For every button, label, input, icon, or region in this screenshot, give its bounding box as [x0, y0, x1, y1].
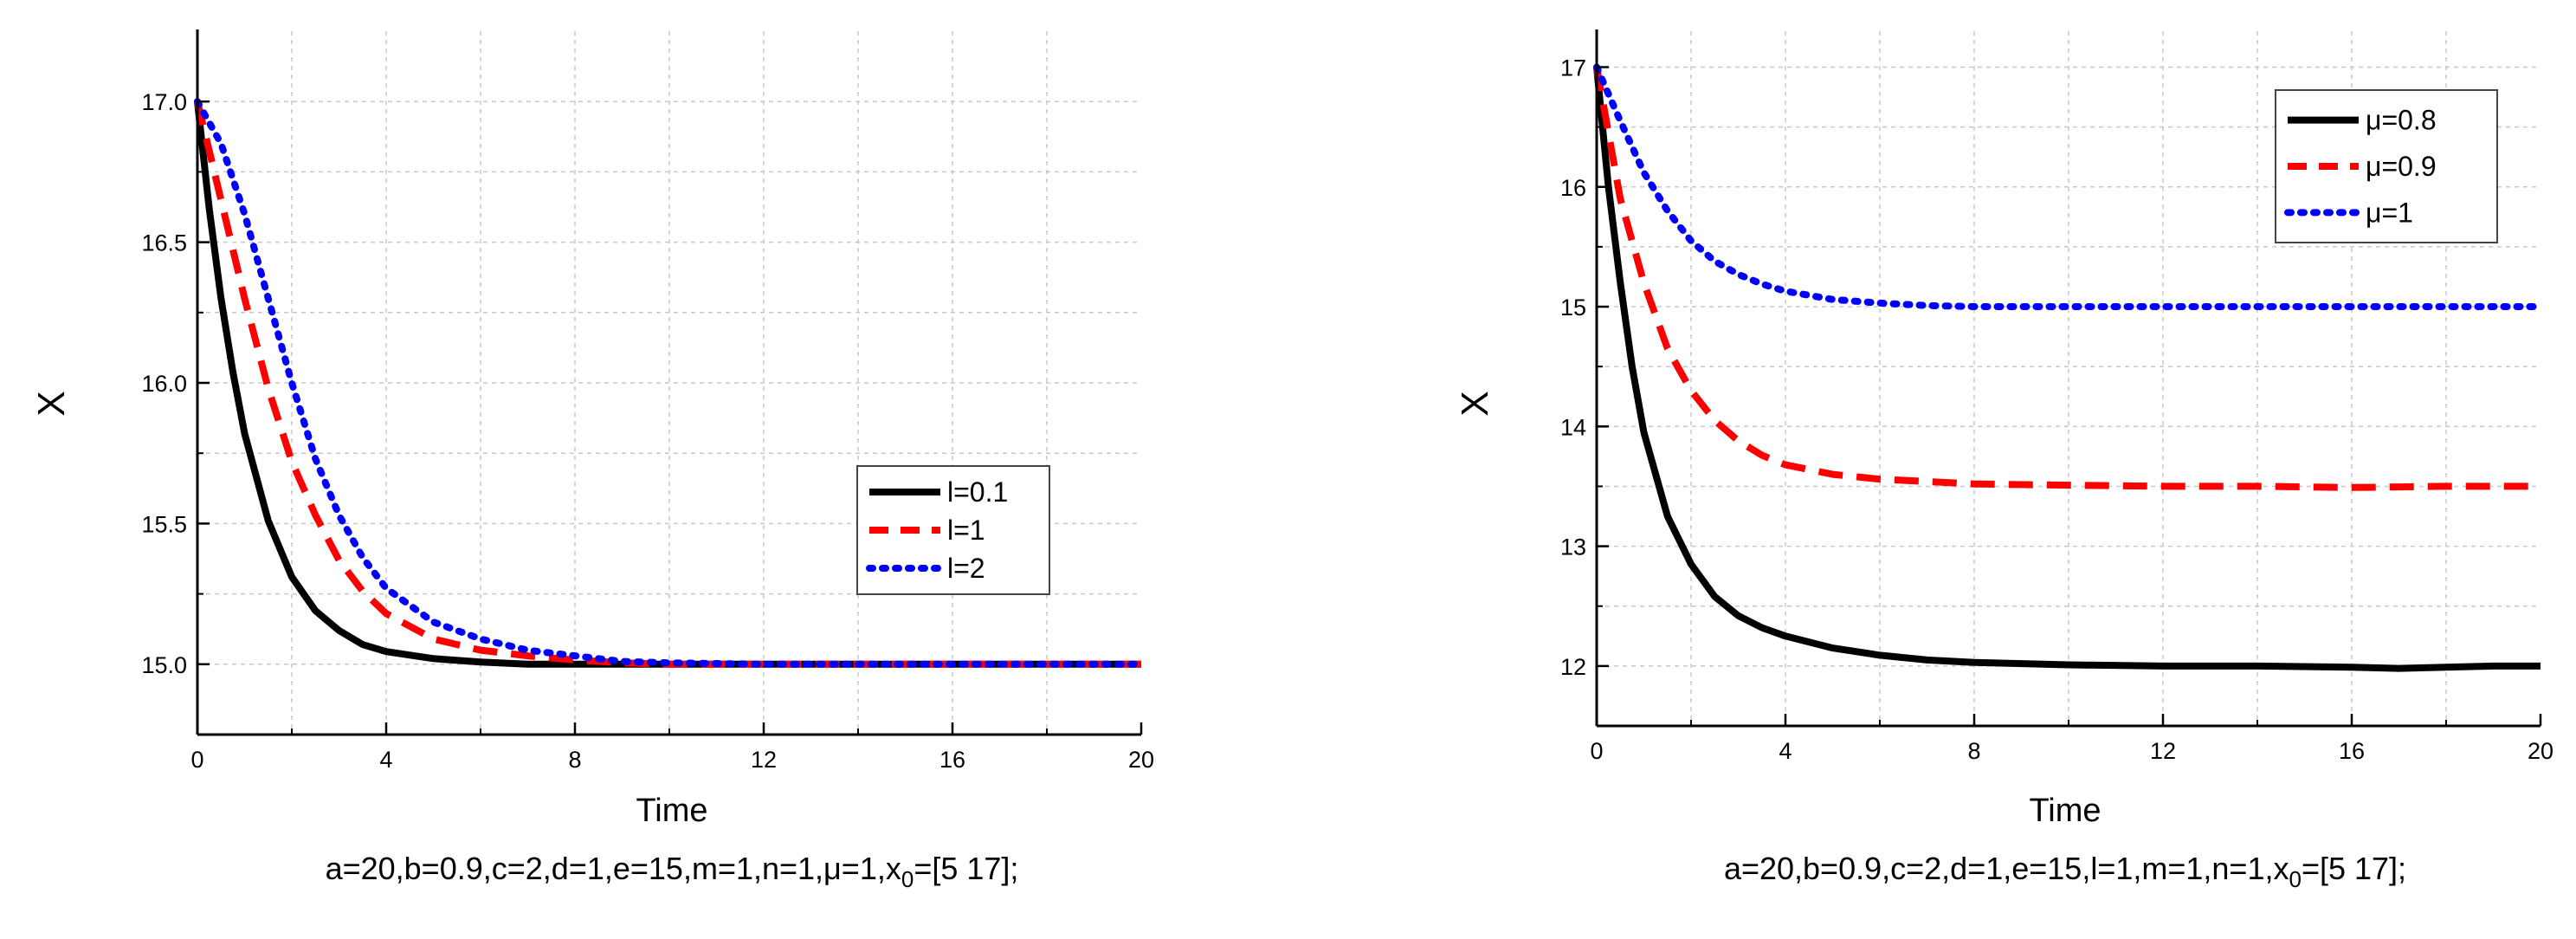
chart-right-x-tick-label: 20 [2528, 738, 2553, 764]
chart-right-y-tick-label: 15 [1560, 295, 1586, 321]
chart-right-x-tick-label: 0 [1590, 738, 1603, 764]
chart-right-caption-subscript: 0 [2289, 866, 2301, 892]
chart-right-series-3-line [1593, 63, 2544, 310]
chart-left-legend-label-2: l=1 [947, 515, 985, 546]
chart-left: 0 4 8 12 16 20 15.0 15.5 16.0 16.5 17.0 Time X a=2… [30, 29, 1154, 892]
chart-right-caption: a=20,b=0.9,c=2,d=1,e=15,l=1,m=1,n=1,x0=[… [1724, 851, 2406, 892]
chart-left-x-tick-label: 8 [568, 747, 581, 773]
chart-left-x-tick-label: 12 [751, 747, 777, 773]
chart-left-x-axis-label: Time [636, 793, 707, 829]
chart-left-legend-label-1: l=0.1 [947, 476, 1008, 508]
chart-right-ticks: 0 4 8 12 16 20 12 13 14 15 16 17 [1560, 55, 2553, 764]
chart-left-caption-subscript: 0 [901, 866, 914, 892]
chart-left-caption-tail: =[5 17]; [914, 851, 1018, 886]
chart-right-y-tick-label: 12 [1560, 654, 1586, 680]
chart-left-x-tick-label: 0 [190, 747, 203, 773]
chart-right: 0 4 8 12 16 20 12 13 14 15 16 17 Time X a=20,b=0.9,… [1454, 29, 2553, 892]
chart-right-series-2-line [1593, 66, 2540, 491]
chart-right-x-axis-label: Time [2029, 793, 2101, 829]
chart-right-legend-label-3: μ=1 [2366, 197, 2413, 228]
chart-left-legend-label-3: l=2 [947, 553, 985, 584]
chart-right-legend-box [2275, 89, 2498, 243]
chart-left-legend-box [856, 465, 1050, 595]
chart-left-x-tick-label: 20 [1128, 747, 1154, 773]
chart-right-y-tick-label: 17 [1560, 55, 1586, 81]
chart-right-x-tick-label: 12 [2150, 738, 2176, 764]
chart-left-x-tick-label: 16 [939, 747, 965, 773]
chart-left-y-tick-label: 15.5 [141, 511, 187, 537]
chart-right-series-1-line [1593, 67, 2540, 672]
chart-right-legend-label-2: μ=0.9 [2366, 151, 2437, 182]
chart-right-y-tick-label: 16 [1560, 175, 1586, 201]
chart-left-legend: l=0.1 l=1 l=2 [856, 465, 1050, 595]
chart-right-caption-main: a=20,b=0.9,c=2,d=1,e=15,l=1,m=1,n=1,x [1724, 851, 2289, 886]
chart-left-y-tick-label: 15.0 [141, 652, 187, 678]
chart-left-series [194, 98, 1145, 668]
chart-left-y-tick-label: 17.0 [141, 89, 187, 115]
chart-right-legend-label-1: μ=0.8 [2366, 105, 2437, 136]
chart-right-x-tick-label: 4 [1779, 738, 1792, 764]
chart-right-y-tick-label: 14 [1560, 414, 1586, 440]
chart-left-y-tick-label: 16.5 [141, 230, 187, 256]
chart-right-y-tick-label: 13 [1560, 534, 1586, 560]
chart-left-ticks: 0 4 8 12 16 20 15.0 15.5 16.0 16.5 17.0 [141, 89, 1154, 773]
chart-right-caption-tail: =[5 17]; [2302, 851, 2406, 886]
chart-left-series-2-line [194, 100, 1141, 668]
chart-left-y-tick-label: 16.0 [141, 371, 187, 397]
chart-right-x-tick-label: 8 [1967, 738, 1980, 764]
chart-right-y-axis-label: X [1454, 391, 1496, 416]
chart-right-legend: μ=0.8 μ=0.9 μ=1 [2275, 89, 2498, 243]
chart-left-y-axis-label: X [30, 391, 73, 416]
chart-left-series-3-line [194, 98, 1145, 668]
chart-right-x-tick-label: 16 [2339, 738, 2365, 764]
chart-left-grid [197, 31, 1141, 735]
chart-left-x-tick-label: 4 [379, 747, 392, 773]
chart-left-caption-main: a=20,b=0.9,c=2,d=1,e=15,m=1,n=1,μ=1,x [326, 851, 901, 886]
chart-right-series [1593, 63, 2544, 672]
chart-left-caption: a=20,b=0.9,c=2,d=1,e=15,m=1,n=1,μ=1,x0=[… [326, 851, 1019, 892]
